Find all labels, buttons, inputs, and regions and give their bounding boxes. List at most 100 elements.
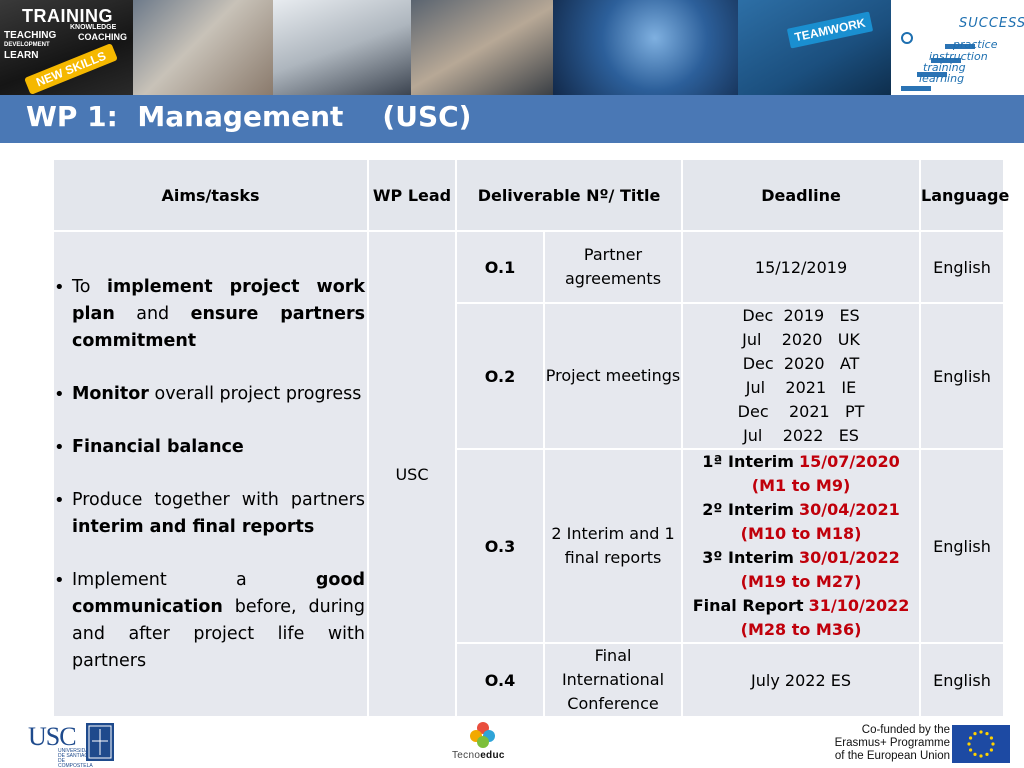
report-deadline: 3º Interim 30/01/2022	[683, 546, 919, 570]
banner-image-laptop	[411, 0, 553, 95]
table-row: O.3 2 Interim and 1 final reports 1ª Int…	[53, 448, 1006, 644]
banner-image-workstation	[273, 0, 411, 95]
title-bar: WP 1: Management (USC)	[0, 95, 1024, 143]
aim-bold-text: implement project work plan	[72, 276, 365, 324]
aim-item: Produce together with partners interim a…	[54, 487, 365, 541]
report-date: 30/01/2022	[799, 548, 900, 567]
report-deadline: 1ª Interim 15/07/2020	[683, 450, 919, 474]
report-label: Final Report	[692, 596, 804, 615]
banner-knowledge-text: KNOWLEDGE	[70, 24, 117, 31]
aim-text: overall project progress	[148, 383, 362, 404]
banner-image-digital-icons	[553, 0, 738, 95]
header-deadline: Deadline	[681, 158, 922, 232]
aim-item: Monitor overall project progress	[54, 381, 365, 408]
banner-learn-text: LEARN	[4, 50, 39, 61]
header-aims: Aims/tasks	[52, 158, 369, 232]
aim-bold-text: interim and final reports	[72, 516, 315, 537]
aim-bold-text: good communication	[72, 569, 365, 617]
report-months: (M19 to M27)	[740, 572, 862, 591]
erasmus-line: Co-funded by the	[861, 724, 950, 736]
banner-practice-text: practice	[953, 38, 998, 51]
usc-logo-subtitle: UNIVERSIDADE DE SANTIAGO DE COMPOSTELA	[58, 748, 96, 768]
deliverable-title: Final International Conference	[542, 642, 684, 718]
report-date: 31/10/2022	[808, 596, 910, 615]
table-row: O.2 Project meetings Dec 2019 ES Jul 202…	[53, 302, 1006, 450]
report-date: 30/04/2021	[799, 500, 900, 519]
usc-crest-graphic	[88, 725, 112, 759]
deliverable-title: Partner agreements	[542, 230, 684, 304]
deliverables-table: Aims/tasks WP Lead Deliverable Nº/ Title…	[52, 158, 1009, 718]
aims-list: To implement project work plan and ensur…	[54, 274, 365, 675]
header-wp-lead: WP Lead	[367, 158, 457, 232]
usc-logo: USC UNIVERSIDADE DE SANTIAGO DE COMPOSTE…	[28, 722, 114, 768]
tecnoeduc-logo: Tecnoeduc	[452, 722, 514, 764]
banner-teaching-text: TEACHING	[4, 30, 57, 41]
stair-step	[945, 44, 975, 49]
header-banner: TRAINING TEACHING KNOWLEDGE COACHING DEV…	[0, 0, 1024, 95]
report-label: 2º Interim	[702, 500, 794, 519]
aim-item: Implement a good communication before, d…	[54, 567, 365, 675]
erasmus-cofunded-text: Co-funded by the Erasmus+ Programme of t…	[822, 724, 950, 763]
banner-development-text: DEVELOPMENT	[4, 42, 50, 48]
language-cell: English	[919, 448, 1006, 644]
banner-success-text: SUCCESS	[959, 16, 1024, 31]
header-language: Language	[919, 158, 1009, 232]
aims-cell: To implement project work plan and ensur…	[52, 230, 369, 718]
aim-text: and	[114, 303, 191, 324]
aim-bold-text: ensure partners commitment	[72, 303, 365, 351]
report-deadline: 2º Interim 30/04/2021	[683, 498, 919, 522]
header-deliverable: Deliverable Nº/ Title	[454, 158, 684, 232]
stair-step	[901, 86, 931, 91]
usc-crest-icon	[86, 723, 114, 761]
usc-logo-text: USC	[28, 722, 77, 751]
meeting-date: Dec 2020 AT	[742, 354, 860, 373]
stair-step	[917, 72, 947, 77]
aim-item: To implement project work plan and ensur…	[54, 274, 365, 355]
language-cell: English	[919, 642, 1006, 718]
deadline-cell: 1ª Interim 15/07/2020 (M1 to M9) 2º Inte…	[681, 448, 922, 644]
meeting-date: Jul 2022 ES	[743, 426, 859, 445]
table-row: O.4 Final International Conference July …	[53, 642, 1006, 718]
report-deadline: Final Report 31/10/2022	[683, 594, 919, 618]
banner-image-teamwork-tablet: TEAMWORK	[738, 0, 891, 95]
report-label: 1ª Interim	[702, 452, 794, 471]
erasmus-logo: Co-funded by the Erasmus+ Programme of t…	[822, 722, 1012, 764]
tecno-suffix: educ	[480, 750, 505, 761]
banner-training-word: training	[923, 61, 966, 74]
aim-item: Financial balance	[54, 434, 365, 461]
table-row: To implement project work plan and ensur…	[52, 230, 1006, 718]
stair-step	[931, 58, 961, 63]
table-header-row: Aims/tasks WP Lead Deliverable Nº/ Title…	[52, 158, 1009, 232]
deliverable-code: O.2	[455, 302, 545, 450]
tecnoeduc-logo-text: Tecnoeduc	[452, 750, 505, 761]
banner-image-training: TRAINING TEACHING KNOWLEDGE COACHING DEV…	[0, 0, 133, 95]
meeting-date: Jul 2021 IE	[745, 378, 857, 397]
deliverable-title: Project meetings	[542, 302, 684, 450]
erasmus-line: of the European Union	[834, 750, 950, 762]
deadline-cell: 15/12/2019	[681, 230, 922, 304]
banner-image-success-stairs: SUCCESS practice instruction training le…	[891, 0, 1024, 95]
aim-text: To	[72, 276, 107, 297]
banner-learning-text: learning	[919, 72, 965, 85]
eu-flag-icon	[952, 725, 1010, 763]
banner-image-keyboard	[133, 0, 273, 95]
aim-text: Implement a	[72, 569, 316, 590]
banner-instruction-text: instruction	[929, 50, 988, 63]
deliverable-title: 2 Interim and 1 final reports	[542, 448, 684, 644]
banner-training-text: TRAINING	[22, 6, 113, 26]
banner-teamwork-text: TEAMWORK	[786, 11, 874, 49]
report-months: (M1 to M9)	[751, 476, 851, 495]
wp-lead-cell: USC	[367, 230, 457, 718]
report-date: 15/07/2020	[799, 452, 900, 471]
aim-bold-text: Financial balance	[72, 436, 244, 457]
deadline-cell: July 2022 ES	[681, 642, 922, 718]
logo-dot	[477, 736, 489, 748]
person-icon	[901, 32, 913, 44]
meeting-date: Dec 2021 PT	[737, 402, 865, 421]
banner-coaching-text: COACHING	[78, 32, 127, 42]
page-title: WP 1: Management (USC)	[26, 100, 472, 133]
deliverable-code: O.4	[455, 642, 545, 718]
deliverable-code: O.3	[455, 448, 545, 644]
deliverable-code: O.1	[455, 230, 545, 304]
aim-bold-text: Monitor	[72, 383, 149, 404]
